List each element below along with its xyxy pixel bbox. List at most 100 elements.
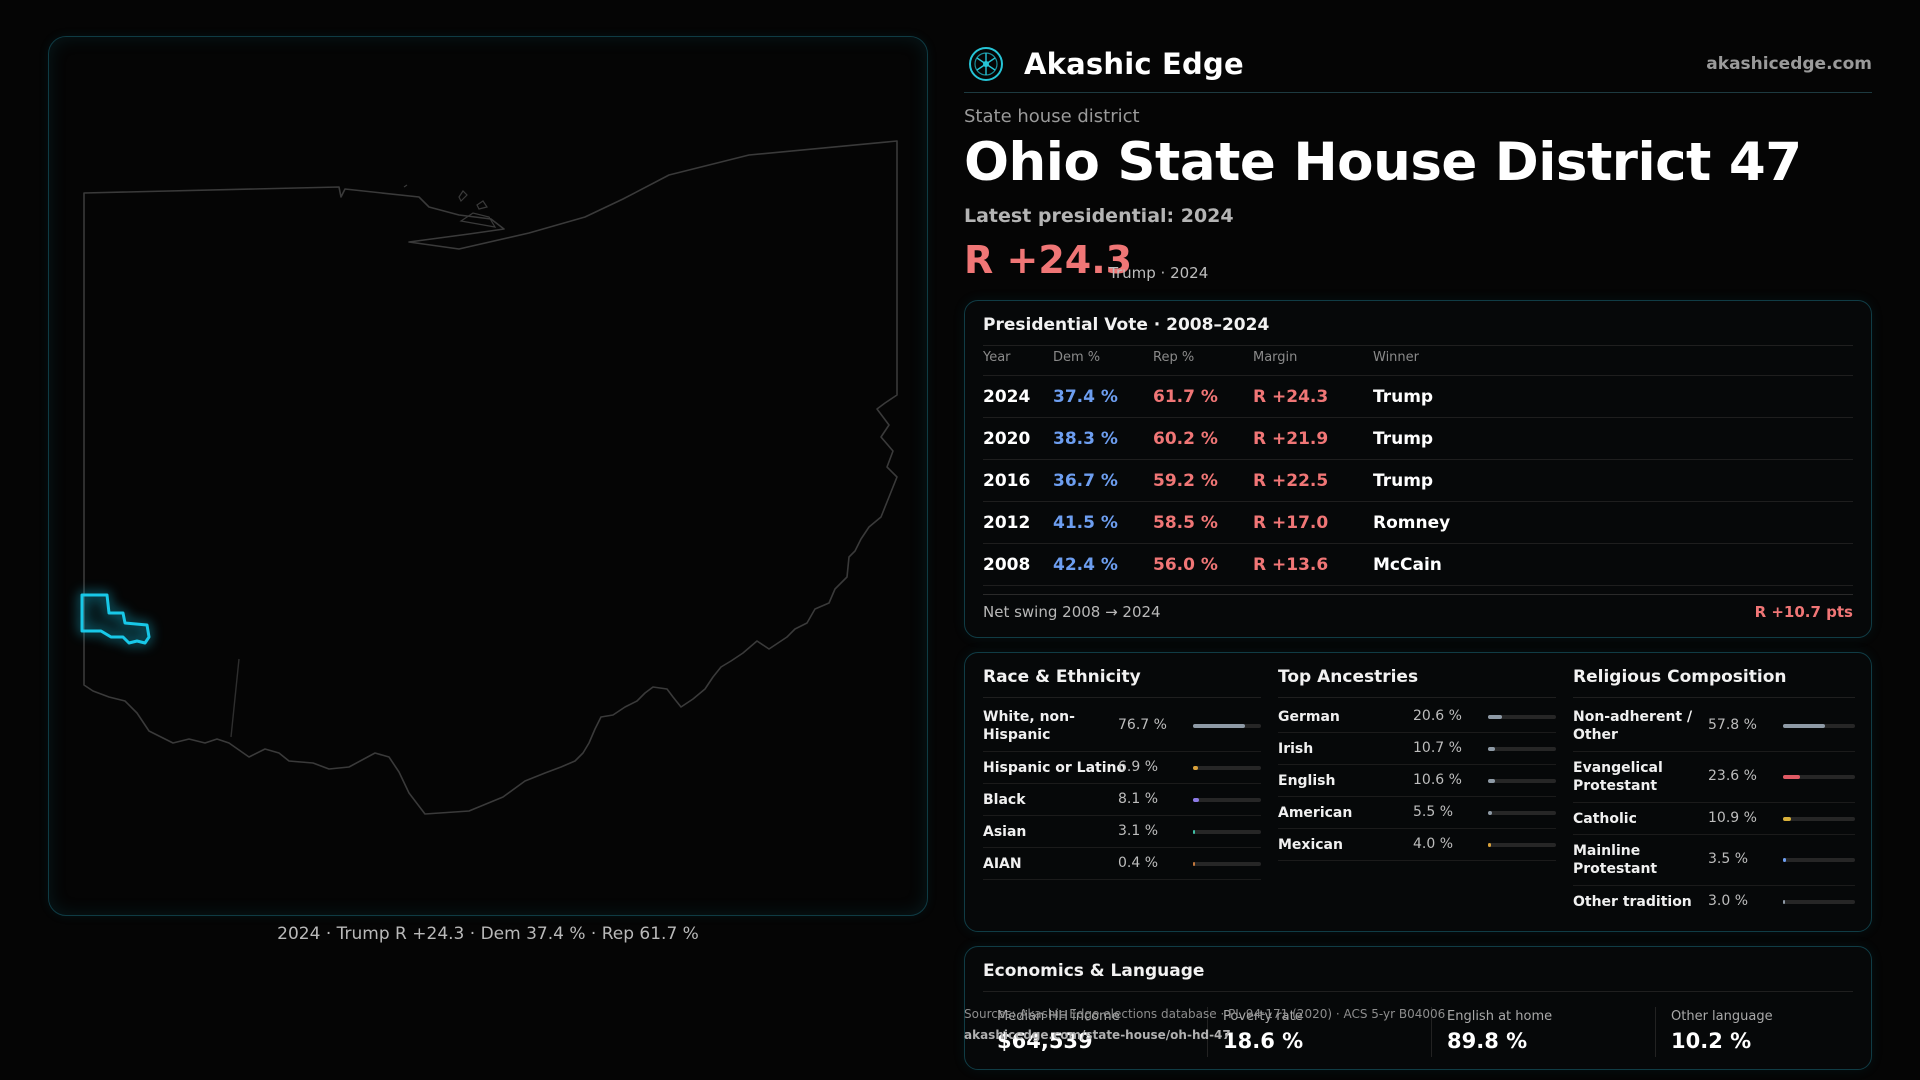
headline-margin: R +24.3	[964, 238, 1133, 282]
row-divider	[983, 847, 1261, 848]
row-divider	[983, 783, 1261, 784]
row-winner: Trump	[1373, 471, 1434, 491]
ancestry-value: 20.6 %	[1413, 708, 1462, 724]
ancestry-bar	[1488, 747, 1556, 751]
religion-value: 3.0 %	[1708, 893, 1749, 909]
row-divider	[983, 751, 1261, 752]
row-year: 2024	[983, 387, 1031, 407]
row-margin: R +13.6	[1253, 555, 1329, 575]
row-divider	[983, 879, 1261, 880]
race-label: AIAN	[983, 856, 1022, 872]
race-value: 6.9 %	[1118, 759, 1159, 775]
race-bar	[1193, 830, 1261, 834]
net-swing-label: Net swing 2008 → 2024	[983, 603, 1161, 621]
brand-header: Akashic Edge akashicedge.com	[964, 36, 1872, 92]
akashic-edge-logo-icon[interactable]	[968, 46, 1004, 82]
poverty-rate-value: 18.6 %	[1223, 1029, 1304, 1053]
column-divider	[983, 697, 1261, 698]
row-winner: Romney	[1373, 513, 1451, 533]
column-divider	[1278, 697, 1556, 698]
race-bar-fill	[1193, 862, 1195, 866]
race-label: Asian	[983, 824, 1027, 840]
header-divider	[964, 92, 1872, 93]
religion-bar-fill	[1783, 858, 1786, 862]
ancestry-bar-fill	[1488, 811, 1492, 815]
district-map[interactable]	[48, 36, 928, 916]
source-url-link[interactable]: akashicedge.com/state-house/oh-hd-47	[964, 1028, 1231, 1042]
religion-label: Other tradition	[1573, 894, 1692, 910]
col-header-dem: Dem %	[1053, 350, 1101, 365]
english-at-home-label: English at home	[1447, 1009, 1553, 1024]
religion-value: 10.9 %	[1708, 810, 1757, 826]
other-language-value: 10.2 %	[1671, 1029, 1752, 1053]
table-row-divider	[983, 543, 1853, 544]
col-header-year: Year	[983, 350, 1011, 365]
race-bar-fill	[1193, 798, 1199, 802]
ancestry-bar-fill	[1488, 715, 1502, 719]
row-year: 2020	[983, 429, 1031, 449]
other-language-label: Other language	[1671, 1009, 1773, 1024]
row-divider	[1573, 802, 1855, 803]
religion-label: Mainline Protestant	[1573, 843, 1658, 877]
religion-bar-fill	[1783, 817, 1791, 821]
ancestry-bar	[1488, 811, 1556, 815]
race-ethnicity-title: Race & Ethnicity	[983, 667, 1141, 687]
row-divider	[1278, 828, 1556, 829]
ancestry-value: 5.5 %	[1413, 804, 1454, 820]
row-dem: 37.4 %	[1053, 387, 1118, 407]
row-divider	[1278, 732, 1556, 733]
table-row-divider	[983, 585, 1853, 586]
row-rep: 58.5 %	[1153, 513, 1218, 533]
net-swing-value: R +10.7 pts	[1754, 603, 1853, 621]
economics-card-title: Economics & Language	[983, 961, 1205, 981]
race-bar-fill	[1193, 724, 1246, 728]
row-divider	[1573, 834, 1855, 835]
row-winner: Trump	[1373, 387, 1434, 407]
median-income-value: $64,539	[997, 1029, 1093, 1053]
race-label: White, non-Hispanic	[983, 709, 1075, 743]
religion-label: Non-adherent / Other	[1573, 709, 1693, 743]
column-divider	[1573, 697, 1855, 698]
ohio-state-outline	[83, 140, 898, 815]
religion-bar	[1783, 858, 1855, 862]
ancestry-bar	[1488, 715, 1556, 719]
row-divider	[1573, 751, 1855, 752]
table-row-divider	[983, 375, 1853, 376]
row-margin: R +24.3	[1253, 387, 1329, 407]
row-margin: R +17.0	[1253, 513, 1329, 533]
row-rep: 59.2 %	[1153, 471, 1218, 491]
religion-bar-fill	[1783, 775, 1800, 779]
row-rep: 60.2 %	[1153, 429, 1218, 449]
district-type-label: State house district	[964, 106, 1140, 127]
table-row-divider	[983, 417, 1853, 418]
stat-divider	[1207, 1007, 1208, 1057]
religion-label: Evangelical Protestant	[1573, 760, 1663, 794]
english-at-home-value: 89.8 %	[1447, 1029, 1528, 1053]
row-rep: 61.7 %	[1153, 387, 1218, 407]
race-bar	[1193, 724, 1261, 728]
col-header-rep: Rep %	[1153, 350, 1195, 365]
brand-name[interactable]: Akashic Edge	[1024, 47, 1244, 81]
economics-language-card: Economics & Language Median HH income $6…	[964, 946, 1872, 1070]
religion-value: 3.5 %	[1708, 851, 1749, 867]
swing-divider	[983, 594, 1853, 595]
ancestry-value: 10.6 %	[1413, 772, 1462, 788]
ancestry-bar-fill	[1488, 747, 1496, 751]
headline-margin-sub: Trump · 2024	[1109, 264, 1209, 282]
table-row-divider	[983, 459, 1853, 460]
ancestry-value: 10.7 %	[1413, 740, 1462, 756]
demographics-card: Race & Ethnicity Top Ancestries Religiou…	[964, 652, 1872, 932]
stat-divider	[1655, 1007, 1656, 1057]
ancestry-label: English	[1278, 773, 1336, 789]
race-label: Black	[983, 792, 1026, 808]
table-row-divider	[983, 501, 1853, 502]
row-margin: R +22.5	[1253, 471, 1329, 491]
row-dem: 42.4 %	[1053, 555, 1118, 575]
religion-bar	[1783, 900, 1855, 904]
col-header-margin: Margin	[1253, 350, 1298, 365]
presidential-vote-card: Presidential Vote · 2008–2024 Year Dem %…	[964, 300, 1872, 638]
brand-url-link[interactable]: akashicedge.com	[1706, 54, 1872, 74]
row-winner: McCain	[1373, 555, 1442, 575]
district-47-shape[interactable]	[80, 593, 151, 645]
